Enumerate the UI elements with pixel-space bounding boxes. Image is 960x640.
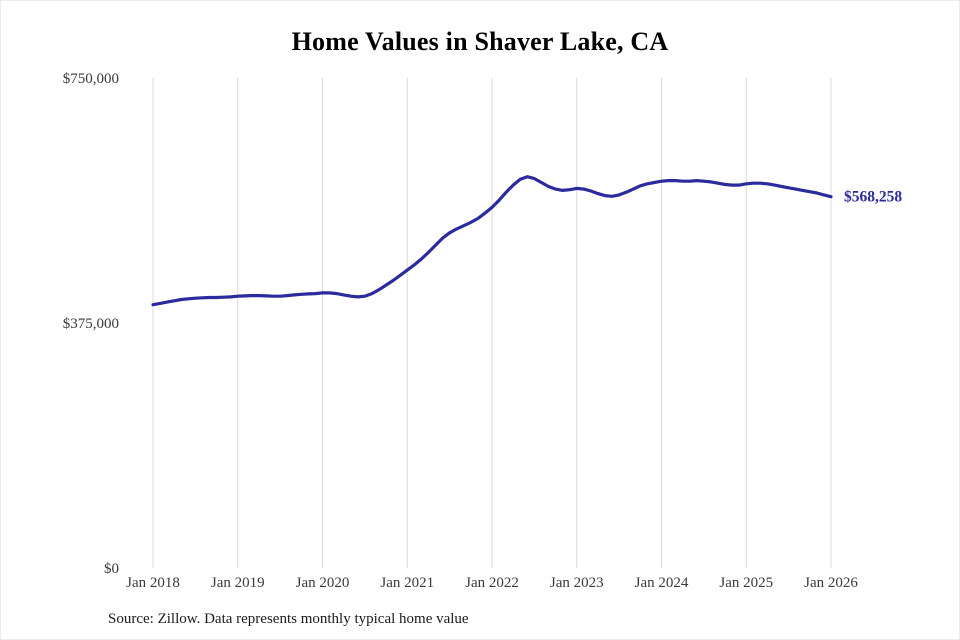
y-tick-label: $375,000 [63, 316, 119, 332]
chart-title: Home Values in Shaver Lake, CA [291, 27, 669, 56]
x-tick-label: Jan 2026 [804, 575, 858, 591]
y-tick-label: $0 [104, 561, 119, 577]
x-tick-label: Jan 2019 [211, 575, 265, 591]
x-tick-label: Jan 2021 [380, 575, 434, 591]
x-tick-label: Jan 2020 [296, 575, 350, 591]
x-tick-label: Jan 2025 [719, 575, 773, 591]
x-tick-label: Jan 2018 [126, 575, 180, 591]
x-tick-label: Jan 2022 [465, 575, 519, 591]
source-note: Source: Zillow. Data represents monthly … [108, 611, 469, 627]
x-tick-label: Jan 2023 [550, 575, 604, 591]
home-value-line [151, 175, 833, 307]
end-value-label: $568,258 [844, 189, 902, 206]
x-tick-label: Jan 2024 [635, 575, 689, 591]
y-tick-label: $750,000 [63, 71, 119, 87]
